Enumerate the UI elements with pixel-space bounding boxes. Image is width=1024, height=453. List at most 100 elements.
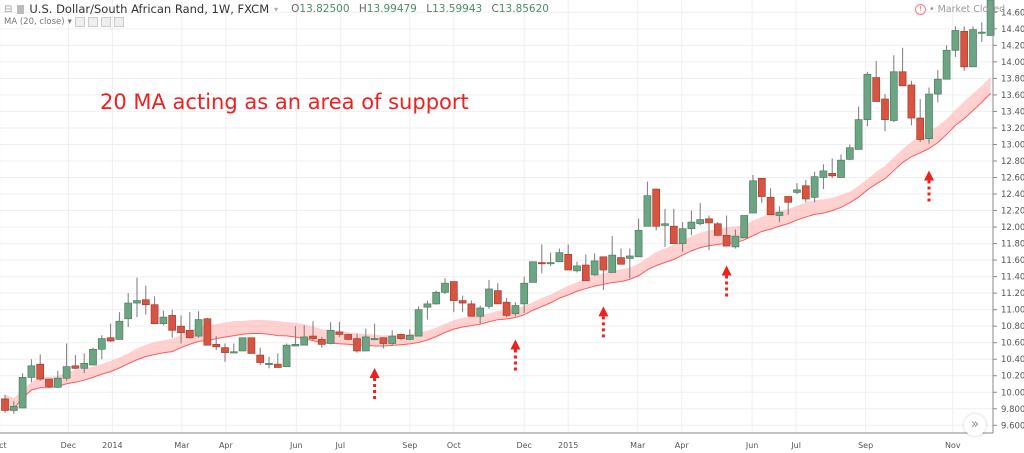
- candle-down: [397, 334, 405, 339]
- candle-down: [344, 334, 353, 340]
- candle-up: [977, 31, 986, 34]
- candle-down: [1, 398, 9, 411]
- y-tick-label: 10.40000: [1001, 355, 1024, 365]
- candle-up: [854, 119, 863, 150]
- candle-down: [335, 331, 344, 335]
- ma-band-fill: [5, 76, 991, 411]
- chart-header: ⊟ U.S. Dollar/South African Rand, 1W, FX…: [4, 2, 555, 16]
- candle-up: [27, 365, 36, 378]
- symbol-title[interactable]: U.S. Dollar/South African Rand, 1W, FXCM: [29, 2, 270, 16]
- close-icon[interactable]: [113, 17, 124, 27]
- grid: [0, 0, 993, 433]
- candle-down: [273, 363, 282, 368]
- x-tick-label: Oct: [0, 441, 7, 450]
- candle-down: [449, 281, 458, 301]
- close-value: 13.85620: [498, 3, 549, 15]
- support-arrow-head: [369, 368, 380, 379]
- chevron-down-icon[interactable]: ▾: [274, 4, 279, 14]
- candle-up: [810, 176, 819, 198]
- candle-up: [18, 377, 27, 409]
- indicator-label[interactable]: MA (20, close): [4, 17, 65, 27]
- y-tick-label: 10.00000: [1001, 388, 1024, 398]
- scroll-to-realtime-button[interactable]: »: [964, 414, 986, 436]
- candle-up: [124, 302, 133, 320]
- candle-up: [511, 305, 520, 315]
- candle-down: [45, 378, 53, 387]
- candle-up: [238, 337, 247, 352]
- ohlc-readout: O13.82500 H13.99479 L13.59943 C13.85620: [291, 3, 549, 15]
- candle-down: [722, 234, 731, 247]
- candle-up: [889, 71, 898, 121]
- candle-down: [247, 337, 256, 354]
- candle-up: [546, 262, 555, 265]
- candle-up: [678, 228, 687, 244]
- candle-down: [599, 256, 608, 271]
- candle-up: [115, 320, 124, 340]
- candle-down: [212, 344, 221, 348]
- candle-down: [168, 315, 177, 331]
- candle-up: [555, 252, 564, 263]
- candle-up: [634, 230, 643, 258]
- y-tick-label: 14.60000: [1001, 8, 1024, 18]
- x-tick-label: Mar: [630, 441, 646, 450]
- candle-down: [36, 363, 45, 380]
- y-tick-label: 14.00000: [1001, 58, 1024, 68]
- candle-down: [71, 365, 80, 369]
- candle-down: [467, 303, 476, 317]
- candle-down: [766, 196, 775, 216]
- candle-up: [925, 93, 933, 140]
- candle-up: [845, 147, 854, 160]
- candle-up: [441, 282, 449, 293]
- y-tick-label: 12.60000: [1001, 174, 1024, 184]
- y-tick-label: 13.40000: [1001, 107, 1024, 117]
- candle-down: [502, 301, 511, 316]
- candle-up: [300, 336, 309, 346]
- candle-down: [705, 218, 713, 224]
- more-icon[interactable]: [100, 17, 111, 27]
- candle-up: [529, 261, 537, 283]
- candle-down: [907, 84, 916, 119]
- hide-icon[interactable]: [74, 17, 85, 27]
- x-tick-label: Apr: [675, 441, 690, 450]
- candle-up: [133, 300, 141, 304]
- market-status: ! • Market Closed: [915, 4, 1005, 15]
- candle-up: [80, 363, 89, 369]
- candle-down: [652, 188, 661, 227]
- x-tick-label: Sep: [402, 441, 417, 450]
- settings-icon[interactable]: [87, 17, 98, 27]
- candle-up: [432, 291, 441, 305]
- x-tick-label: Jul: [790, 441, 801, 450]
- candle-down: [960, 30, 969, 68]
- y-tick-label: 13.00000: [1001, 140, 1024, 150]
- candle-up: [775, 211, 784, 216]
- y-tick-label: 12.40000: [1001, 190, 1024, 200]
- x-tick-label: Sep: [858, 441, 873, 450]
- candle-down: [493, 290, 502, 305]
- candle-up: [229, 351, 238, 354]
- candle-down: [458, 300, 467, 304]
- low-value: 13.59943: [432, 3, 483, 15]
- y-tick-label: 10.60000: [1001, 339, 1024, 349]
- candle-up: [590, 260, 599, 276]
- candle-up: [97, 338, 106, 350]
- candle-down: [203, 318, 212, 346]
- candles: [1, 0, 995, 414]
- y-tick-label: 11.80000: [1001, 240, 1024, 250]
- support-arrow-head: [510, 339, 521, 350]
- y-tick-label: 10.20000: [1001, 372, 1024, 382]
- candle-up: [643, 195, 652, 227]
- support-arrows: [369, 170, 934, 403]
- ma-band: [4, 76, 991, 411]
- candle-up: [89, 348, 97, 366]
- y-tick-label: 11.20000: [1001, 289, 1024, 299]
- y-tick-label: 13.80000: [1001, 74, 1024, 84]
- x-tick-label: Oct: [447, 441, 461, 450]
- collapse-icon[interactable]: ⊟: [4, 3, 13, 15]
- chevron-down-icon[interactable]: ▾: [67, 17, 72, 27]
- candle-up: [986, 0, 995, 36]
- candle-up: [573, 265, 581, 272]
- candle-up: [9, 405, 18, 411]
- candle-down: [106, 337, 115, 342]
- x-tick-label: 2015: [558, 441, 578, 450]
